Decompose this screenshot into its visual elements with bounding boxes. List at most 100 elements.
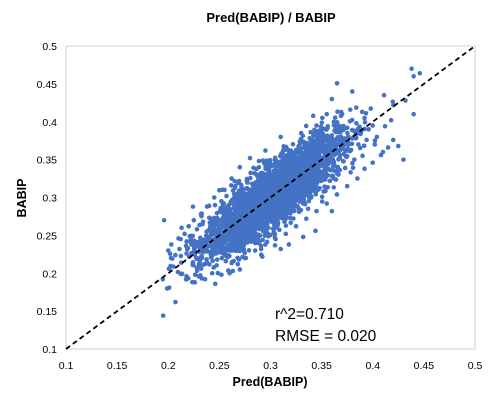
- data-point: [165, 248, 171, 253]
- data-point: [334, 137, 340, 142]
- data-point: [289, 187, 295, 193]
- data-point: [277, 227, 282, 233]
- data-point: [370, 123, 376, 128]
- data-point: [339, 111, 345, 117]
- data-point: [229, 197, 235, 203]
- data-point: [173, 252, 178, 258]
- data-point: [300, 234, 306, 240]
- data-point: [245, 239, 250, 245]
- data-point: [229, 183, 234, 188]
- data-point: [240, 228, 245, 234]
- data-point: [239, 222, 245, 228]
- data-point: [221, 212, 227, 218]
- data-point: [220, 250, 225, 256]
- data-point: [327, 178, 333, 184]
- data-point: [278, 134, 284, 140]
- data-point: [234, 248, 240, 254]
- data-point: [192, 238, 197, 244]
- data-point: [352, 157, 357, 162]
- data-point: [319, 194, 325, 200]
- data-point: [256, 164, 262, 170]
- data-point: [274, 198, 279, 203]
- data-point: [232, 206, 238, 212]
- data-point: [278, 194, 284, 199]
- data-point: [341, 123, 346, 129]
- data-point: [238, 208, 244, 214]
- data-point: [264, 229, 269, 234]
- data-point: [309, 137, 315, 143]
- data-point: [262, 184, 267, 189]
- data-point: [334, 192, 340, 197]
- data-point: [224, 204, 230, 210]
- data-point: [298, 207, 304, 213]
- data-point: [266, 178, 271, 184]
- data-point: [198, 256, 204, 262]
- data-point: [298, 136, 304, 142]
- chart-title: Pred(BABIP) / BABIP: [206, 10, 336, 25]
- data-point: [301, 181, 307, 187]
- data-point: [191, 217, 197, 223]
- data-point: [296, 145, 302, 150]
- data-point: [356, 126, 361, 131]
- y-tick-label: 0.5: [42, 41, 57, 53]
- data-point: [332, 115, 338, 120]
- data-point: [286, 242, 292, 247]
- data-point: [233, 202, 239, 207]
- data-point: [353, 135, 359, 141]
- data-point: [219, 272, 224, 278]
- data-point: [179, 225, 184, 231]
- data-point: [211, 195, 217, 200]
- data-point: [198, 211, 204, 217]
- data-point: [355, 176, 360, 181]
- data-point: [227, 211, 232, 217]
- data-point: [323, 160, 329, 165]
- data-point: [411, 111, 416, 117]
- data-point: [265, 171, 270, 177]
- data-point: [290, 208, 296, 214]
- data-point: [330, 160, 336, 165]
- data-point: [182, 231, 187, 237]
- data-points: [160, 66, 423, 318]
- data-point: [257, 172, 263, 178]
- data-point: [258, 184, 263, 189]
- data-point: [246, 248, 252, 253]
- data-point: [169, 242, 174, 247]
- data-point: [171, 264, 176, 269]
- data-point: [280, 163, 286, 169]
- data-point: [312, 127, 317, 133]
- data-point: [310, 167, 315, 173]
- data-point: [372, 142, 378, 147]
- data-point: [216, 245, 221, 250]
- data-point: [366, 127, 371, 132]
- data-point: [282, 217, 288, 223]
- data-point: [305, 189, 311, 194]
- data-point: [280, 168, 286, 174]
- data-point: [178, 253, 184, 259]
- data-point: [318, 140, 323, 146]
- data-point: [248, 221, 253, 227]
- data-point: [283, 223, 289, 228]
- y-tick-label: 0.1: [42, 344, 57, 356]
- data-point: [279, 176, 284, 182]
- data-point: [312, 154, 318, 160]
- data-point: [253, 188, 259, 193]
- data-point: [198, 266, 204, 271]
- data-point: [331, 168, 336, 173]
- data-point: [334, 126, 340, 131]
- data-point: [214, 210, 220, 216]
- data-point: [231, 258, 236, 264]
- data-point: [344, 153, 350, 159]
- data-point: [362, 115, 367, 121]
- x-tick-label: 0.2: [161, 360, 176, 372]
- x-tick-label: 0.45: [414, 360, 435, 372]
- data-point: [202, 277, 208, 282]
- data-point: [207, 226, 213, 231]
- y-tick-label: 0.4: [42, 117, 57, 129]
- y-axis-ticks: 0.1 0.15 0.2 0.25 0.3 0.35 0.4 0.45 0.5: [37, 41, 58, 356]
- data-point: [217, 187, 222, 193]
- data-point: [310, 175, 315, 181]
- data-point: [212, 202, 218, 208]
- data-point: [374, 134, 380, 140]
- data-point: [226, 227, 231, 232]
- data-point: [273, 168, 279, 174]
